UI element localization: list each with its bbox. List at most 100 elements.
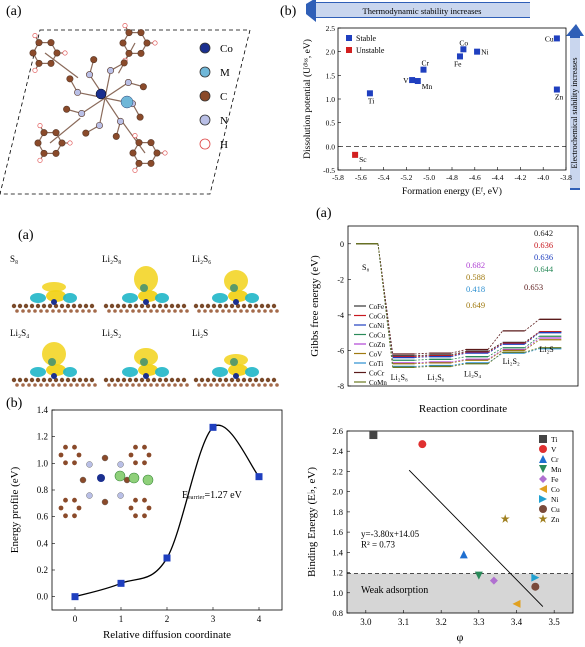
carbon-atom <box>135 139 143 147</box>
substrate-atom <box>247 303 253 309</box>
step-label: Li₂S₂ <box>503 357 520 366</box>
point-ti <box>369 431 378 440</box>
substrate-atom <box>221 309 225 313</box>
point-ni <box>474 48 481 55</box>
inset-atom <box>63 460 68 466</box>
substrate-atom <box>119 383 123 387</box>
charge-lobe-cyan <box>122 367 138 377</box>
inset-lithium <box>114 470 126 482</box>
charge-cell-label: Li₂S₆ <box>192 254 211 264</box>
substrate-atom <box>203 383 207 387</box>
legend-marker-h <box>199 138 211 150</box>
connector-cocr <box>414 352 430 355</box>
region-label: Weak adsorption <box>361 585 428 596</box>
y-tick-label: 1.8 <box>332 507 343 517</box>
substrate-atom <box>23 377 29 383</box>
inset-atom <box>128 505 134 511</box>
substrate-atom <box>53 377 59 383</box>
substrate-atom <box>197 383 201 387</box>
substrate-atom <box>131 309 135 313</box>
inset-atom <box>133 460 138 466</box>
banner-horizontal-bg <box>316 3 530 17</box>
x-tick-label: -4.2 <box>514 173 526 182</box>
substrate-atom <box>29 377 35 383</box>
point-label-fe: Fe <box>454 59 462 68</box>
connector-coni <box>487 343 503 354</box>
substrate-atom <box>143 309 147 313</box>
substrate-atom <box>215 383 219 387</box>
point-co <box>512 599 521 608</box>
substrate-atom <box>241 303 247 309</box>
banner-horizontal-text: Thermodynamic stability increases <box>363 6 482 16</box>
y-axis-label: Dissolution potential (Uᵈⁱˢˢ, eV) <box>302 39 313 159</box>
legend-marker-co <box>539 485 547 493</box>
legend-marker-unstable <box>346 47 352 53</box>
weak-adsorption-region <box>347 573 573 613</box>
carbon-atom <box>139 83 147 91</box>
substrate-atom <box>39 383 43 387</box>
inset-atom <box>86 492 93 499</box>
substrate-atom <box>269 383 273 387</box>
connector-cozn <box>451 358 467 363</box>
substrate-atom <box>271 303 277 309</box>
step-label: Li₂S <box>539 345 553 354</box>
carbon-atom <box>147 159 155 167</box>
connector-cocr <box>487 330 503 350</box>
substrate-atom <box>151 303 157 309</box>
legend-label-h: H <box>220 139 228 151</box>
bond <box>44 52 79 79</box>
substrate-atom <box>241 377 247 383</box>
x-tick-label: -5.4 <box>378 173 390 182</box>
inset-cobalt <box>97 474 105 482</box>
energy-curve <box>74 424 260 598</box>
substrate-atom <box>271 377 277 383</box>
substrate-atom <box>93 383 97 387</box>
legend-label-cu: Cu <box>551 505 560 514</box>
x-tick-label: -4.4 <box>492 173 504 182</box>
substrate-atom <box>121 377 127 383</box>
charge-cell-label: Li₂S₂ <box>102 328 121 338</box>
connector-coti <box>524 348 540 354</box>
x-tick-label: -5.6 <box>355 173 367 182</box>
x-axis-label: Relative diffusion coordinate <box>103 629 231 641</box>
substrate-atom <box>179 383 183 387</box>
substrate-atom <box>45 383 49 387</box>
step-label: Li₂S₆ <box>427 373 444 382</box>
legend-label-co: Co <box>551 485 560 494</box>
substrate-atom <box>39 309 43 313</box>
substrate-atom <box>35 303 41 309</box>
substrate-atom <box>199 377 205 383</box>
substrate-atom <box>143 383 147 387</box>
inset-atom <box>86 461 93 468</box>
inset-atom <box>76 505 82 511</box>
legend-marker-n <box>199 114 211 126</box>
y-axis-label: Energy profile (eV) <box>9 466 21 553</box>
charge-lobe-cyan <box>63 293 77 303</box>
charge-lobe-cyan <box>30 293 46 303</box>
substrate-atom <box>233 309 237 313</box>
charge-density-cell: Li₂S <box>192 328 279 387</box>
point-zn <box>553 86 560 93</box>
hydrogen-atom <box>32 67 38 73</box>
substrate-atom <box>115 377 121 383</box>
connector-coti <box>487 352 503 364</box>
x-tick-label: 1 <box>119 614 124 624</box>
molecule-model <box>29 23 168 173</box>
carbon-atom <box>125 49 133 57</box>
cobalt-atom <box>233 299 239 305</box>
substrate-atom <box>17 303 23 309</box>
inset-atom <box>142 513 147 519</box>
substrate-atom <box>253 303 259 309</box>
inset-atom <box>79 476 87 484</box>
stability-chart: Thermodynamic stability increases Electro… <box>302 0 584 197</box>
y-tick-label: 1.0 <box>332 588 343 598</box>
legend-marker-mn <box>539 465 547 473</box>
connector-coni <box>414 356 430 358</box>
substrate-atom <box>215 309 219 313</box>
substrate-atom <box>59 377 65 383</box>
substrate-atom <box>199 303 205 309</box>
energy-annotation: 0.636 <box>534 240 553 250</box>
point-label-ni: Ni <box>481 48 489 57</box>
point-sc <box>352 151 359 158</box>
